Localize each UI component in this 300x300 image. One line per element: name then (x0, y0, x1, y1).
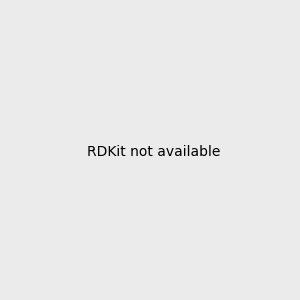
Text: RDKit not available: RDKit not available (87, 145, 220, 158)
